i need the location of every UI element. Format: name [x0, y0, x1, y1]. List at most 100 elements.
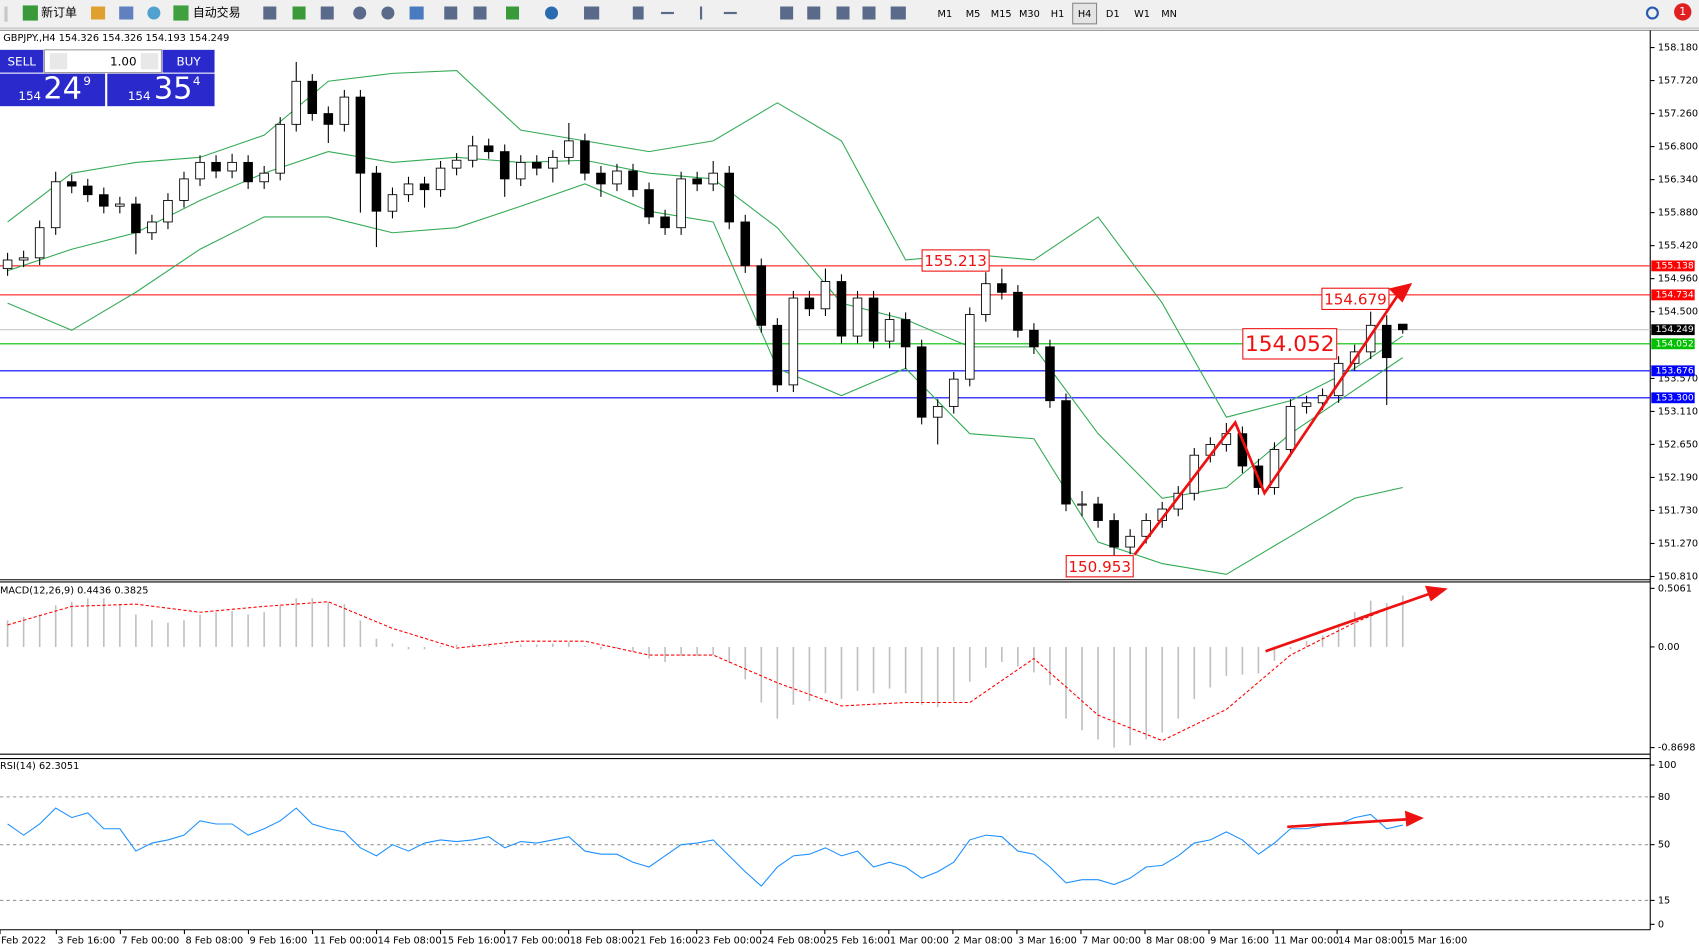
icon[interactable]	[660, 11, 674, 15]
x-tick-label: 2 Mar 08:00	[954, 936, 1013, 946]
icon[interactable]	[444, 6, 458, 20]
icon[interactable]	[409, 6, 424, 20]
candle-body	[948, 378, 959, 407]
autotrade-icon[interactable]	[173, 5, 189, 21]
timeframe-button[interactable]: M1	[938, 9, 953, 20]
candle-body	[1109, 520, 1119, 548]
timeframe-button[interactable]: M5	[966, 9, 981, 20]
timeframe-button[interactable]: M30	[1019, 9, 1040, 20]
sell-button[interactable]	[0, 49, 44, 73]
sell-label: SELL	[7, 54, 36, 68]
icon[interactable]	[699, 6, 703, 20]
volume-up[interactable]	[140, 53, 159, 70]
candle-body	[644, 189, 654, 218]
timeframe-button[interactable]: W1	[1134, 9, 1150, 20]
icon[interactable]	[381, 6, 395, 20]
icon[interactable]	[584, 6, 600, 20]
notification-badge[interactable]	[1674, 3, 1692, 21]
y-tick-label: 100	[1658, 760, 1677, 771]
y-tick-label: 153.110	[1658, 406, 1698, 417]
candle-body	[307, 80, 318, 115]
drawn-trendlines	[1133, 283, 1448, 829]
candle-body	[628, 170, 638, 191]
autotrade-button[interactable]: 自动交易	[193, 6, 241, 20]
y-tick-label: 50	[1658, 840, 1670, 851]
x-tick-label: 1 Mar 00:00	[890, 936, 949, 946]
icon[interactable]	[506, 6, 520, 20]
candle-body	[355, 96, 366, 174]
price-level-label: 154.249	[1656, 324, 1694, 335]
price-level-tag	[1651, 365, 1695, 377]
icon[interactable]	[632, 6, 644, 20]
timeframe-selected	[1072, 2, 1098, 25]
x-tick-label: 3 Feb 16:00	[57, 936, 115, 946]
candle-body	[916, 346, 927, 418]
icon[interactable]	[836, 6, 850, 20]
arrow-head	[1425, 585, 1448, 602]
icon[interactable]	[723, 11, 737, 15]
candle-body	[981, 283, 991, 315]
ask-price-box[interactable]	[107, 73, 215, 107]
candle-body	[66, 181, 77, 187]
buy-button[interactable]	[162, 49, 215, 73]
y-tick-label: 0.00	[1658, 642, 1680, 653]
candle-body	[1381, 324, 1392, 359]
volume-down[interactable]	[49, 53, 68, 70]
candle-body	[836, 281, 847, 337]
icon[interactable]	[147, 6, 161, 20]
candle-body	[371, 172, 382, 212]
candle-body	[532, 161, 542, 169]
icon[interactable]	[807, 6, 821, 20]
chart-title: GBPJPY.,H4 154.326 154.326 154.193 154.2…	[3, 33, 229, 44]
icon[interactable]	[353, 6, 367, 20]
icon[interactable]	[119, 6, 134, 20]
price-level-label: 153.676	[1656, 365, 1694, 376]
x-tick-label: 7 Feb 00:00	[121, 936, 179, 946]
icon[interactable]	[263, 6, 277, 20]
icon[interactable]	[292, 6, 306, 20]
candle-body	[259, 172, 269, 183]
x-tick-label: 9 Feb 16:00	[250, 936, 308, 946]
trend-arrow	[1133, 289, 1403, 556]
x-tick-label: 9 Mar 16:00	[1210, 936, 1269, 946]
icon[interactable]	[320, 6, 334, 20]
y-tick-label: 158.180	[1658, 43, 1698, 54]
icon[interactable]	[545, 6, 559, 20]
bid-big: 154	[18, 89, 41, 103]
x-tick-label: 7 Mar 00:00	[1082, 936, 1141, 946]
bid-price-box[interactable]	[0, 73, 106, 107]
bollinger-lower	[7, 183, 1403, 575]
new-order-icon[interactable]	[22, 5, 38, 21]
icon[interactable]	[780, 6, 794, 20]
y-tick-label: 152.650	[1658, 439, 1698, 450]
timeframe-button[interactable]: H1	[1051, 9, 1065, 20]
candle-body	[852, 297, 863, 337]
candle-body	[163, 200, 173, 223]
candle-body	[339, 96, 350, 125]
ask-big: 154	[128, 89, 151, 103]
candle-body	[515, 161, 526, 180]
timeframe-button[interactable]: H4	[1078, 9, 1092, 20]
price-level-label: 154.734	[1656, 289, 1694, 300]
price-annotation: 150.953	[1068, 558, 1131, 576]
candle-body	[227, 161, 237, 172]
timeframe-button[interactable]: D1	[1106, 9, 1120, 20]
y-tick-label: 157.720	[1658, 76, 1698, 87]
candle-body	[724, 172, 734, 223]
candle-body	[1301, 402, 1312, 407]
icon[interactable]	[473, 6, 487, 20]
timeframe-button[interactable]: MN	[1161, 9, 1177, 20]
new-order-button[interactable]: 新订单	[41, 6, 77, 20]
candle-body	[387, 194, 398, 212]
x-tick-label: 14 Feb 08:00	[378, 936, 442, 946]
icon[interactable]	[91, 6, 106, 20]
icon[interactable]	[862, 6, 876, 20]
x-tick-label: 11 Mar 00:00	[1274, 936, 1339, 946]
volume-input[interactable]	[43, 49, 162, 74]
timeframe-button[interactable]: M15	[991, 9, 1012, 20]
search-icon[interactable]	[1645, 6, 1659, 20]
icon[interactable]	[890, 6, 906, 20]
y-tick-label: 155.420	[1658, 241, 1698, 252]
indicator-title: RSI(14) 62.3051	[0, 761, 79, 772]
